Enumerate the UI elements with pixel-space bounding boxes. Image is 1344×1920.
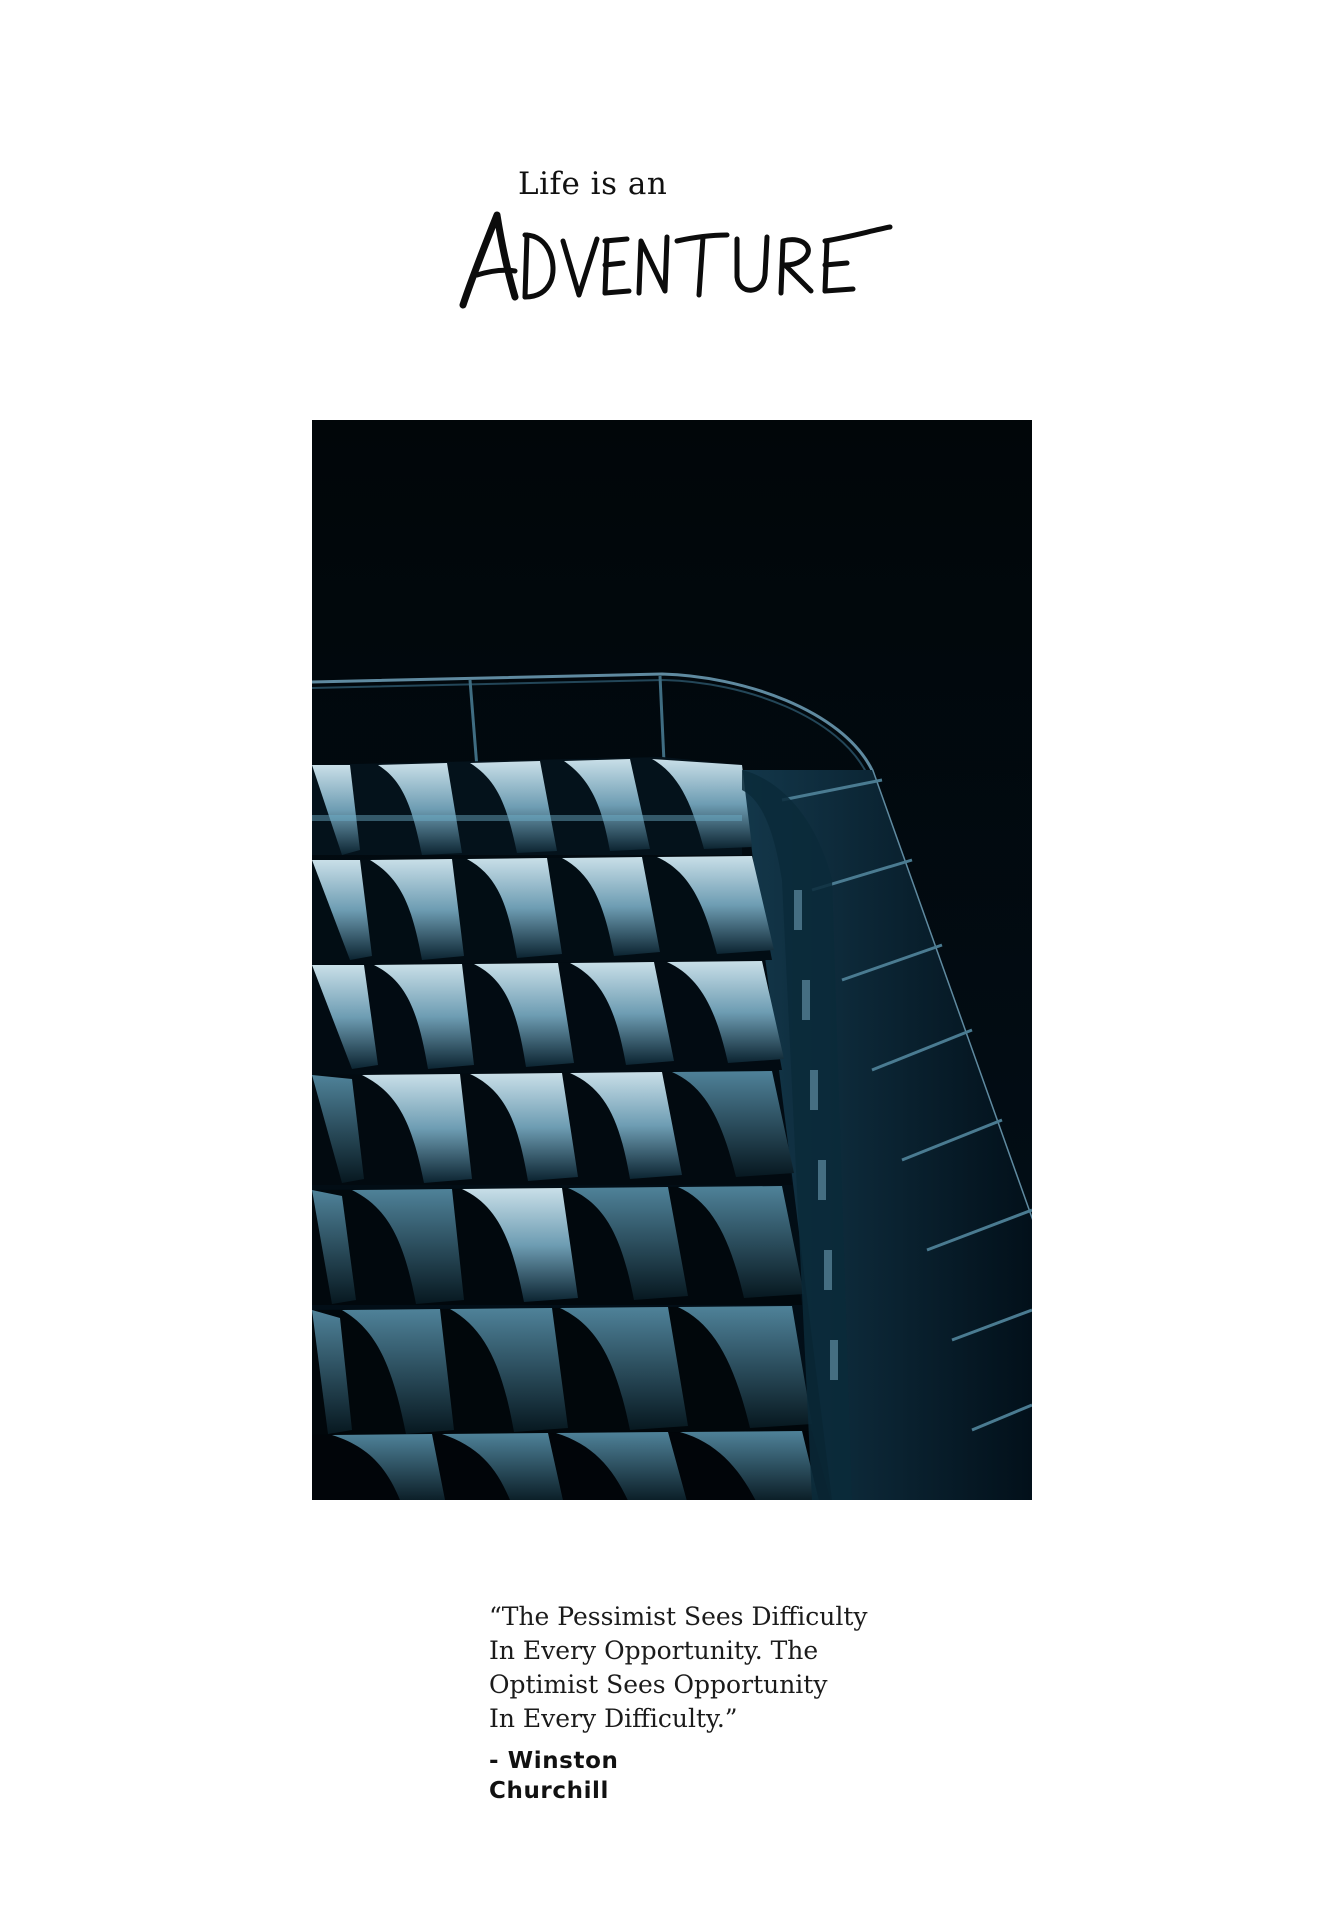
quote-line-1: “The Pessimist Sees Difficulty — [489, 1602, 868, 1631]
quote-author-line-2: Churchill — [489, 1778, 610, 1804]
poster-title-logo — [455, 205, 895, 315]
building-facade-photo — [312, 420, 1032, 1500]
quote-line-3: Optimist Sees Opportunity — [489, 1670, 828, 1699]
poster-subtitle: Life is an — [518, 166, 668, 202]
quote-line-4: In Every Difficulty.” — [489, 1704, 738, 1733]
poster-header: Life is an — [0, 0, 1344, 340]
building-facade-illustration — [312, 420, 1032, 1500]
quote-author: - Winston Churchill — [489, 1746, 909, 1806]
quote-line-2: In Every Opportunity. The — [489, 1636, 819, 1665]
quote-author-line-1: - Winston — [489, 1748, 619, 1774]
adventure-script-lettering — [459, 211, 893, 309]
quote-text: “The Pessimist Sees Difficulty In Every … — [489, 1600, 909, 1736]
quote-block: “The Pessimist Sees Difficulty In Every … — [489, 1600, 909, 1806]
